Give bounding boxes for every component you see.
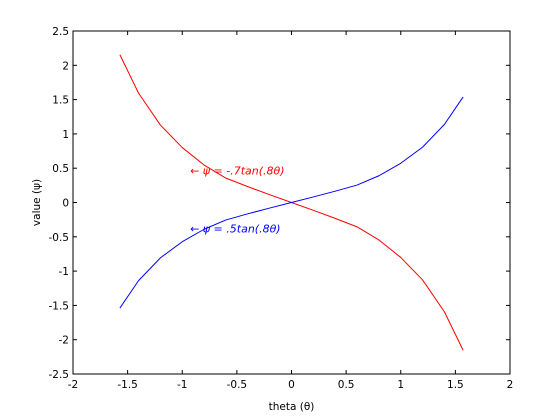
y-tick-label: 1.5 <box>52 95 69 107</box>
x-tick-label: 1 <box>397 379 404 391</box>
y-tick-label: -2 <box>59 335 69 347</box>
x-tick-label: 0.5 <box>338 379 355 391</box>
y-tick-label: -2.5 <box>49 369 70 381</box>
x-tick-label: -0.5 <box>227 379 248 391</box>
x-tick-label: 2 <box>507 379 514 391</box>
x-tick-label: -1 <box>177 379 187 391</box>
annotation-2: ← ψ = .5tan(.8θ) <box>190 223 281 236</box>
y-tick-label: 1 <box>62 129 69 141</box>
y-axis-label: value (ψ) <box>31 179 43 226</box>
y-tick-label: 2 <box>62 60 69 72</box>
x-tick-label: -1.5 <box>117 379 138 391</box>
annotation-1: ← ψ = -.7tan(.8θ) <box>190 164 284 177</box>
x-tick-label: 1.5 <box>447 379 464 391</box>
series-line-2 <box>119 96 464 309</box>
y-tick-label: -0.5 <box>49 232 70 244</box>
y-tick-label: 2.5 <box>52 26 69 38</box>
x-tick-label: -2 <box>68 379 78 391</box>
x-tick-labels: -2 -1.5 -1 -0.5 0 0.5 1 1.5 2 <box>68 379 514 391</box>
y-tick-label: 0 <box>62 198 69 210</box>
y-tick-label: -1.5 <box>49 300 70 312</box>
y-tick-label: 0.5 <box>52 163 69 175</box>
x-tick-label: 0 <box>288 379 295 391</box>
y-tick-labels: -2.5 -2 -1.5 -1 -0.5 0 0.5 1 1.5 2 2.5 <box>49 26 70 381</box>
series-layer <box>119 54 464 351</box>
axis-ticks <box>72 30 511 375</box>
y-tick-label: -1 <box>59 266 69 278</box>
x-axis-label: theta (θ) <box>269 401 315 413</box>
annotations: ← ψ = -.7tan(.8θ) ← ψ = .5tan(.8θ) <box>190 164 284 235</box>
